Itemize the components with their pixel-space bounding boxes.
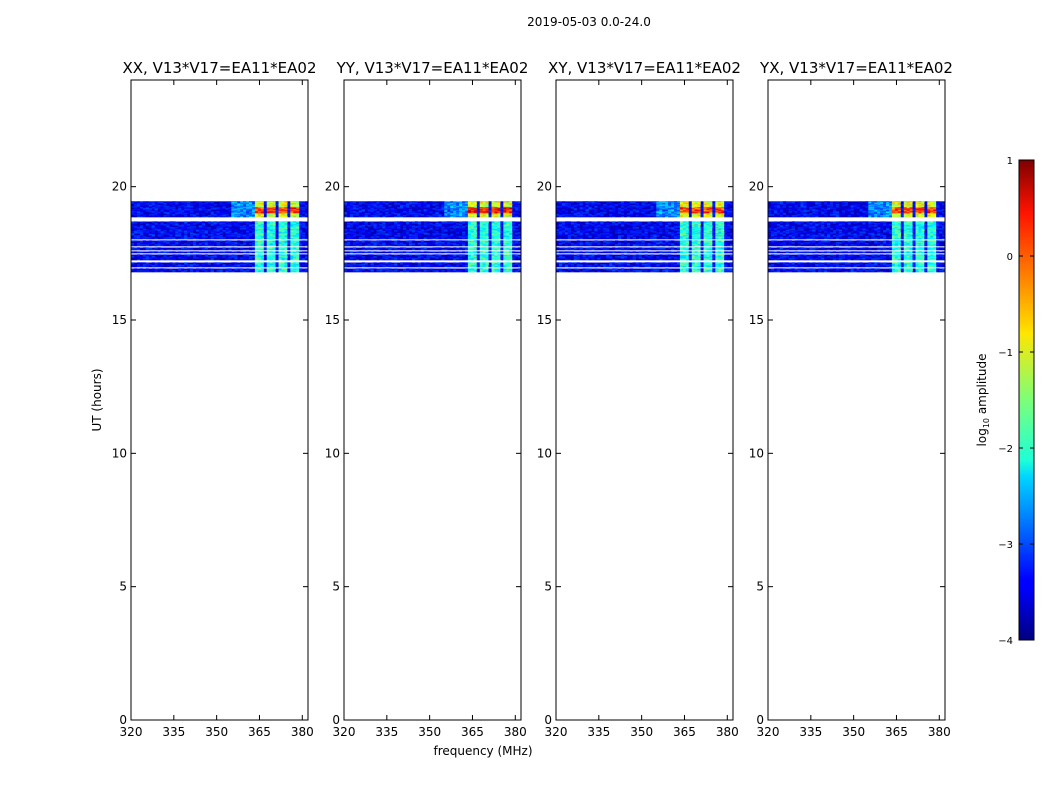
panel-title: YY, V13*V17=EA11*EA02 [336, 59, 529, 77]
y-tick-label: 10 [112, 446, 127, 460]
y-tick-label: 20 [537, 180, 552, 194]
x-tick-label: 365 [673, 725, 696, 739]
colorbar: −4 −3 −2 −1 0 1 log10 amplitude [975, 156, 1035, 647]
y-axis-label: UT (hours) [90, 368, 104, 431]
panel-frame [130, 79, 309, 721]
x-tick-label: 320 [333, 725, 356, 739]
y-tick-label: 15 [537, 313, 552, 327]
x-tick-label: 320 [757, 725, 780, 739]
y-tick-label: 0 [756, 713, 764, 727]
y-tick-label: 10 [325, 446, 340, 460]
y-tick-label: 10 [749, 446, 764, 460]
x-tick-label: 380 [928, 725, 951, 739]
y-tick-label: 15 [749, 313, 764, 327]
y-tick-label: 0 [119, 713, 127, 727]
y-tick-label: 5 [544, 580, 552, 594]
waterfall-data [768, 201, 946, 274]
y-tick-label: 0 [332, 713, 340, 727]
x-axis-label: frequency (MHz) [433, 744, 532, 758]
x-tick-label: 350 [630, 725, 653, 739]
y-tick-label: 20 [749, 180, 764, 194]
y-tick-label: 10 [537, 446, 552, 460]
colorbar-tick-label: −4 [998, 636, 1013, 647]
x-tick-label: 335 [162, 725, 185, 739]
panel-title: YX, V13*V17=EA11*EA02 [759, 59, 953, 77]
waterfall-data [556, 201, 734, 274]
panel-1: XX, V13*V17=EA11*EA02 320 335 350 365 380 0 5 10… [112, 59, 317, 739]
colorbar-tick-label: −1 [998, 348, 1013, 359]
x-tick-label: 320 [120, 725, 143, 739]
waterfall-data [344, 201, 522, 274]
panel-frame [555, 79, 734, 721]
y-tick-label: 5 [119, 580, 127, 594]
x-tick-label: 320 [545, 725, 568, 739]
figure-title: 2019-05-03 0.0-24.0 [527, 15, 651, 29]
panel-3: XY, V13*V17=EA11*EA02 320 335 350 365 380 0 5 10… [537, 59, 741, 739]
panel-4: YX, V13*V17=EA11*EA02 320 335 350 365 380 0 5 10… [749, 59, 953, 739]
colorbar-tick-label: −3 [998, 540, 1013, 551]
panel-frame [767, 79, 946, 721]
x-tick-label: 335 [587, 725, 610, 739]
panel-title: XX, V13*V17=EA11*EA02 [122, 59, 316, 77]
y-tick-label: 5 [756, 580, 764, 594]
x-tick-label: 365 [885, 725, 908, 739]
colorbar-tick-label: −2 [998, 444, 1013, 455]
panel-frame [343, 79, 522, 721]
y-tick-label: 15 [112, 313, 127, 327]
x-tick-label: 350 [205, 725, 228, 739]
y-tick-label: 20 [112, 180, 127, 194]
x-tick-label: 380 [291, 725, 314, 739]
panel-2: YY, V13*V17=EA11*EA02 320 335 350 365 380 0 5 10… [325, 59, 529, 739]
y-tick-label: 15 [325, 313, 340, 327]
waterfall-data [131, 201, 309, 274]
x-tick-label: 350 [842, 725, 865, 739]
colorbar-label: log10 amplitude [975, 354, 991, 447]
panel-title: XY, V13*V17=EA11*EA02 [548, 59, 741, 77]
x-tick-label: 365 [248, 725, 271, 739]
x-tick-label: 380 [716, 725, 739, 739]
x-tick-label: 335 [799, 725, 822, 739]
y-tick-label: 0 [544, 713, 552, 727]
colorbar-tick-label: 1 [1007, 156, 1013, 167]
y-tick-label: 5 [332, 580, 340, 594]
colorbar-gradient [1018, 159, 1035, 641]
x-tick-label: 365 [461, 725, 484, 739]
x-tick-label: 380 [504, 725, 527, 739]
y-tick-label: 20 [325, 180, 340, 194]
x-tick-label: 350 [418, 725, 441, 739]
colorbar-tick-label: 0 [1007, 252, 1013, 263]
x-tick-label: 335 [375, 725, 398, 739]
